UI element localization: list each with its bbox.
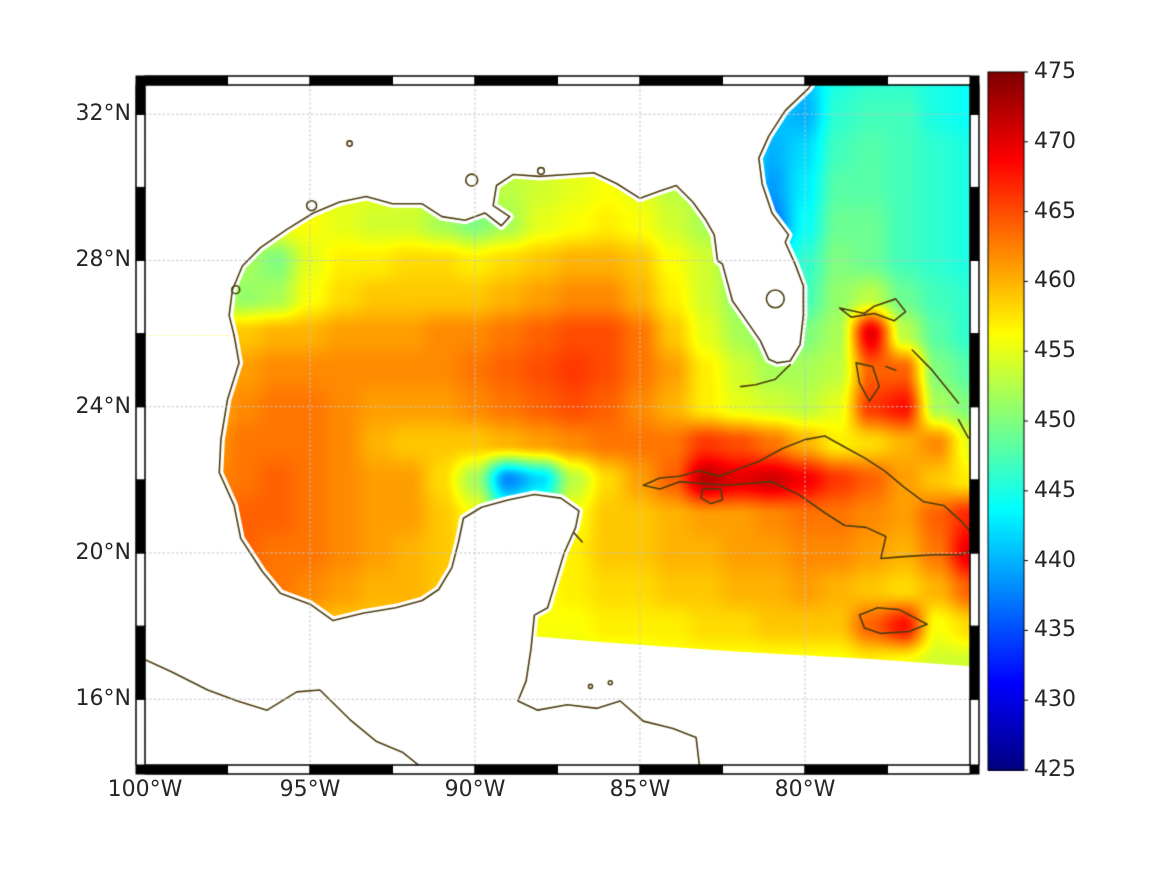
y-tick-label: 28°N	[75, 247, 131, 273]
colorbar-tick-label: 460	[1034, 268, 1076, 294]
x-tick-label: 90°W	[444, 777, 506, 802]
colorbar-tick-label: 425	[1034, 757, 1076, 782]
y-tick-label: 16°N	[75, 686, 131, 712]
y-tick-label: 20°N	[75, 539, 131, 565]
colorbar-tick-label: 445	[1034, 477, 1076, 503]
x-tick-label: 85°W	[609, 777, 671, 802]
colorbar-tick-label: 465	[1034, 198, 1076, 224]
x-tick-label: 80°W	[774, 777, 836, 802]
colorbar-tick-label: 470	[1034, 128, 1076, 154]
colorbar-tick-label: 455	[1034, 338, 1076, 364]
x-tick-label: 95°W	[279, 777, 341, 802]
colorbar-tick-label: 440	[1034, 547, 1076, 573]
colorbar-tick-label: 435	[1034, 617, 1076, 643]
colorbar-tick-label: 430	[1034, 687, 1076, 713]
colorbar-tick-label: 475	[1034, 59, 1076, 84]
x-tick-label: 100°W	[107, 777, 183, 802]
y-tick-label: 24°N	[75, 393, 131, 419]
y-tick-label: 32°N	[75, 101, 131, 127]
colorbar-tick-label: 450	[1034, 408, 1076, 433]
